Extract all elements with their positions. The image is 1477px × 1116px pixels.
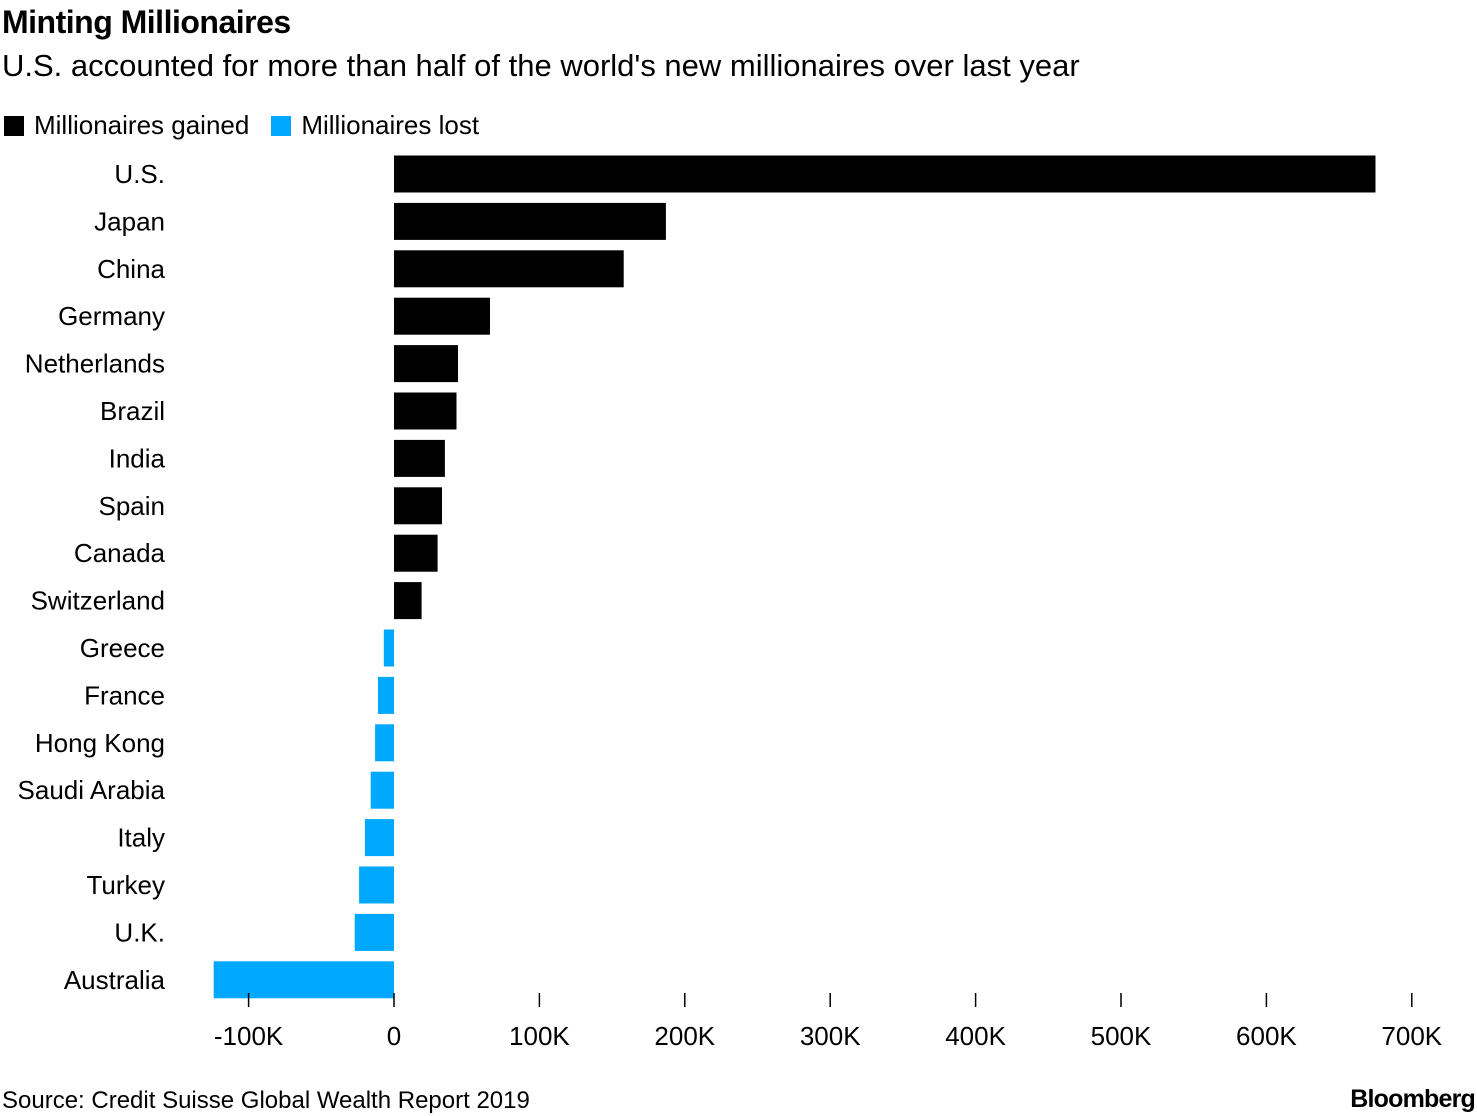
category-label: India	[109, 443, 166, 473]
x-tick-label: 100K	[509, 1021, 570, 1051]
bar-canada	[394, 534, 438, 572]
bar-turkey	[359, 866, 394, 904]
category-label: Netherlands	[25, 349, 165, 379]
bar-japan	[394, 202, 666, 240]
chart-title: Minting Millionaires	[2, 4, 291, 40]
legend-item-lost: Millionaires lost	[271, 110, 479, 141]
category-label: Turkey	[87, 870, 166, 900]
bar-u-s	[394, 155, 1376, 193]
category-label: Brazil	[100, 396, 165, 426]
bar-u-k	[354, 913, 394, 951]
legend: Millionaires gained Millionaires lost	[4, 110, 501, 141]
bar-brazil	[394, 392, 457, 430]
x-tick-label: 500K	[1091, 1021, 1152, 1051]
category-label: Italy	[117, 823, 165, 853]
x-tick-label: 0	[387, 1021, 401, 1051]
bloomberg-logo: Bloomberg	[1350, 1085, 1476, 1113]
category-label: Greece	[80, 633, 165, 663]
legend-swatch-lost	[271, 115, 292, 136]
category-label: U.S.	[114, 159, 165, 189]
category-label: Canada	[74, 538, 166, 568]
category-label: Germany	[58, 301, 165, 331]
x-tick-label: 200K	[654, 1021, 715, 1051]
bar-spain	[394, 487, 442, 525]
bar-greece	[383, 629, 394, 667]
category-label: Hong Kong	[35, 728, 165, 758]
legend-swatch-gained	[4, 115, 24, 136]
bar-germany	[394, 297, 490, 335]
x-tick-label: 300K	[800, 1021, 861, 1051]
category-label: Japan	[94, 206, 165, 236]
legend-item-gained: Millionaires gained	[4, 110, 249, 141]
category-label: Saudi Arabia	[18, 775, 166, 805]
category-label: Switzerland	[31, 586, 165, 616]
bar-australia	[213, 961, 394, 999]
bar-saudi-arabia	[370, 771, 394, 809]
x-tick-label: 400K	[945, 1021, 1006, 1051]
category-label: U.K.	[114, 917, 165, 947]
bar-china	[394, 250, 624, 288]
chart-subtitle: U.S. accounted for more than half of the…	[2, 48, 1080, 83]
legend-label-lost: Millionaires lost	[301, 110, 480, 140]
bar-switzerland	[394, 582, 422, 620]
x-tick-label: 600K	[1236, 1021, 1297, 1051]
category-label: France	[84, 680, 165, 710]
bar-india	[394, 439, 445, 477]
x-tick-label: 700K	[1381, 1021, 1442, 1051]
bar-netherlands	[394, 345, 458, 383]
bar-france	[378, 676, 394, 714]
category-label: Australia	[64, 965, 166, 995]
bar-italy	[364, 819, 394, 857]
source-note: Source: Credit Suisse Global Wealth Repo…	[2, 1087, 530, 1114]
bar-hong-kong	[375, 724, 394, 762]
x-tick-label: -100K	[214, 1021, 284, 1051]
category-label: China	[97, 254, 165, 284]
category-label: Spain	[99, 491, 166, 521]
legend-label-gained: Millionaires gained	[34, 110, 250, 140]
